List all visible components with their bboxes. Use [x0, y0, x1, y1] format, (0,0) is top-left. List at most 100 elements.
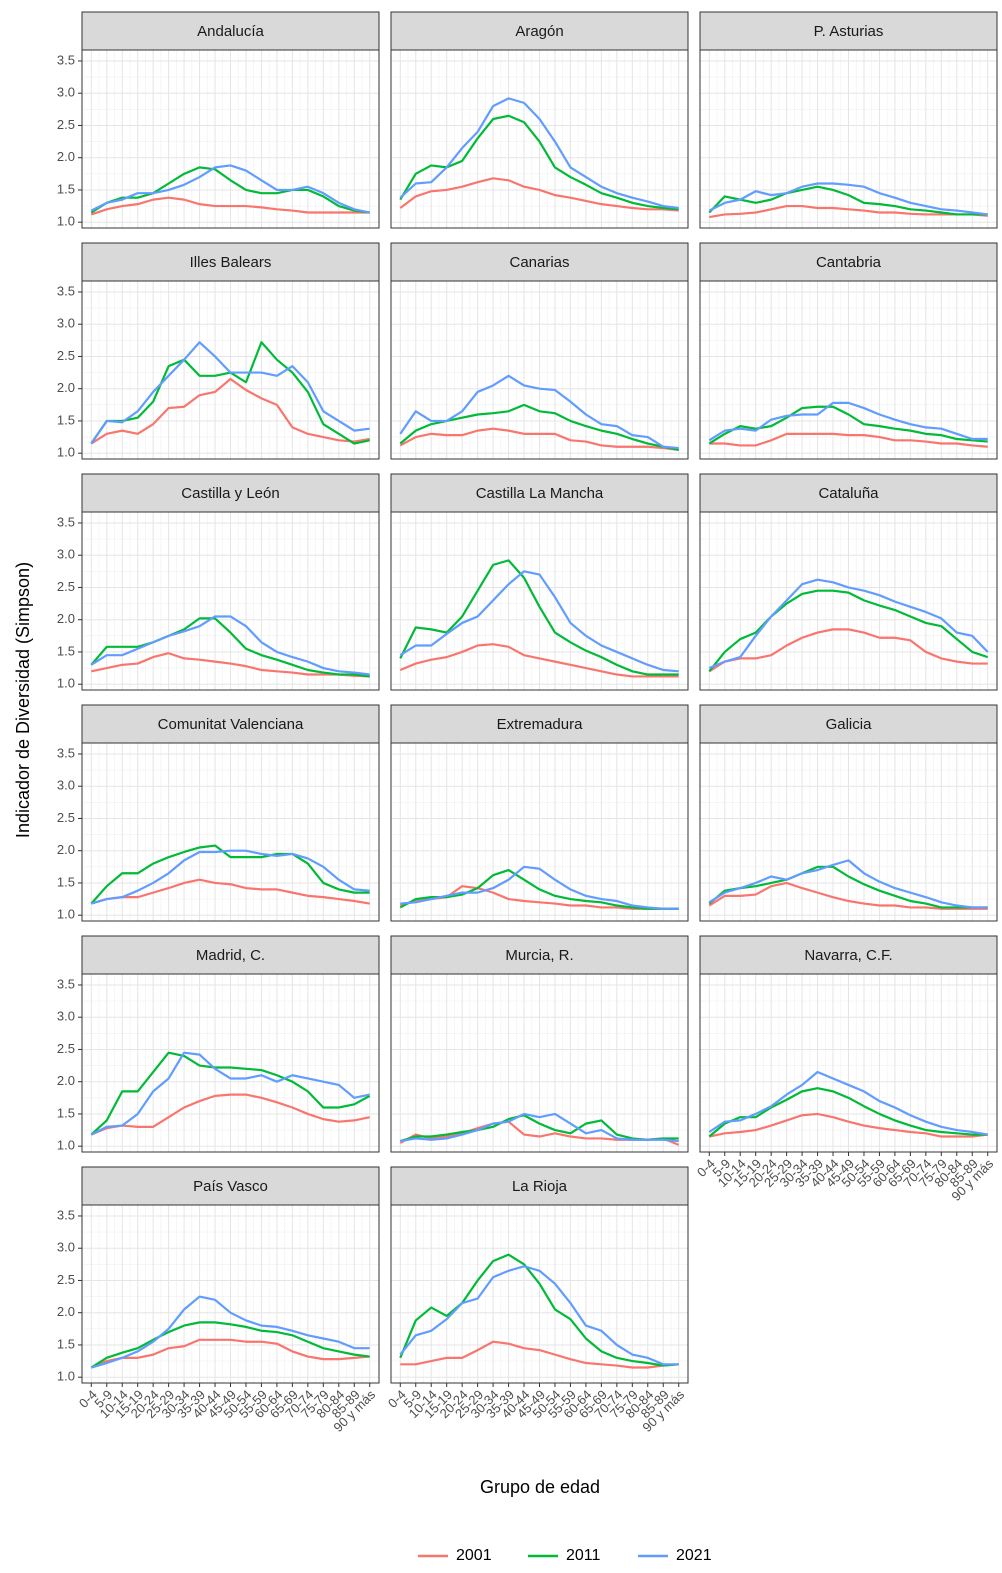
panel-border	[390, 742, 689, 922]
facet-title: Extremadura	[497, 716, 584, 733]
series-line	[399, 97, 679, 210]
series-line	[399, 1253, 679, 1367]
series-line	[90, 617, 370, 678]
strip	[390, 1166, 689, 1206]
series-line	[400, 1112, 679, 1143]
series-line	[709, 1112, 988, 1138]
series-line	[708, 865, 988, 909]
facet-title: Cataluña	[818, 485, 879, 502]
series-line	[90, 878, 370, 905]
series-line	[400, 1340, 679, 1369]
series-line	[90, 1051, 371, 1136]
panel-border	[81, 280, 380, 460]
y-tick-label: 3.0	[57, 316, 75, 331]
strip	[390, 242, 689, 282]
series-line	[708, 1070, 988, 1136]
panel-border	[390, 280, 689, 460]
y-tick-label: 1.0	[57, 445, 75, 460]
panel-border	[81, 973, 380, 1153]
strip	[390, 704, 689, 744]
y-tick-label: 1.0	[57, 1138, 75, 1153]
strip	[390, 473, 689, 513]
strip	[699, 11, 998, 51]
y-tick-label: 2.5	[57, 810, 75, 825]
series-line	[708, 401, 988, 442]
panel-border	[390, 511, 689, 691]
series-line	[90, 1295, 370, 1369]
y-tick-label: 1.0	[57, 907, 75, 922]
strip	[81, 473, 380, 513]
series-line	[399, 427, 679, 452]
series-line	[90, 1051, 370, 1136]
y-tick-label: 2.0	[57, 1073, 75, 1088]
series-line	[90, 164, 370, 214]
series-line	[399, 868, 679, 910]
series-line	[90, 166, 370, 214]
facet-title: Navarra, C.F.	[804, 947, 892, 964]
series-line	[708, 182, 988, 216]
series-line	[708, 859, 988, 909]
y-tick-label: 3.0	[57, 85, 75, 100]
y-tick-label: 2.0	[57, 380, 75, 395]
y-tick-label: 1.5	[57, 1105, 75, 1120]
strip	[81, 1166, 380, 1206]
series-line	[90, 844, 370, 905]
strip	[390, 11, 689, 51]
strip	[699, 242, 998, 282]
y-tick-label: 2.0	[57, 842, 75, 857]
facet-title: Cantabria	[816, 254, 882, 271]
panel-border	[699, 49, 998, 229]
y-tick-label: 1.5	[57, 1336, 75, 1351]
y-tick-label: 1.5	[57, 412, 75, 427]
y-tick-label: 2.0	[57, 1304, 75, 1319]
facet-title: País Vasco	[193, 1178, 268, 1195]
legend-label: 2001	[456, 1547, 492, 1564]
y-tick-label: 1.5	[57, 874, 75, 889]
series-line	[708, 881, 988, 910]
series-line	[399, 1265, 679, 1366]
y-tick-label: 3.0	[57, 547, 75, 562]
strip	[699, 935, 998, 975]
facet-title: P. Asturias	[814, 23, 884, 40]
series-line	[90, 377, 370, 445]
facet-title: Aragón	[515, 23, 563, 40]
y-tick-label: 3.0	[57, 1240, 75, 1255]
x-axis-title: Grupo de edad	[480, 1477, 600, 1497]
series-line	[400, 865, 679, 910]
series-line	[399, 643, 679, 678]
panel-border	[699, 511, 998, 691]
y-tick-label: 3.5	[57, 1207, 75, 1222]
panel-border	[390, 973, 689, 1153]
strip	[81, 11, 380, 51]
y-tick-label: 1.0	[57, 676, 75, 691]
series-line	[91, 652, 370, 678]
facet-title: Canarias	[509, 254, 569, 271]
facet-title: Castilla La Mancha	[476, 485, 604, 502]
series-line	[708, 405, 988, 445]
series-line	[708, 185, 988, 216]
panel-border	[699, 280, 998, 460]
series-line	[709, 432, 988, 448]
strip	[81, 242, 380, 282]
panel-border	[81, 742, 380, 922]
y-tick-label: 1.0	[57, 1369, 75, 1384]
facet-title: Illes Balears	[190, 254, 272, 271]
facet-title: Comunitat Valenciana	[158, 716, 304, 733]
strip	[699, 704, 998, 744]
legend-label: 2011	[566, 1547, 601, 1564]
series-line	[399, 177, 679, 212]
series-line	[708, 578, 989, 670]
y-tick-label: 3.5	[57, 745, 75, 760]
y-tick-label: 2.5	[57, 117, 75, 132]
y-tick-label: 2.5	[57, 579, 75, 594]
y-tick-label: 2.5	[57, 1041, 75, 1056]
legend-label: 2021	[676, 1547, 712, 1564]
strip	[699, 473, 998, 513]
y-tick-label: 3.5	[57, 283, 75, 298]
y-tick-label: 3.5	[57, 976, 75, 991]
y-axis-title: Indicador de Diversidad (Simpson)	[13, 562, 33, 838]
series-line	[90, 341, 370, 445]
series-line	[709, 204, 988, 219]
